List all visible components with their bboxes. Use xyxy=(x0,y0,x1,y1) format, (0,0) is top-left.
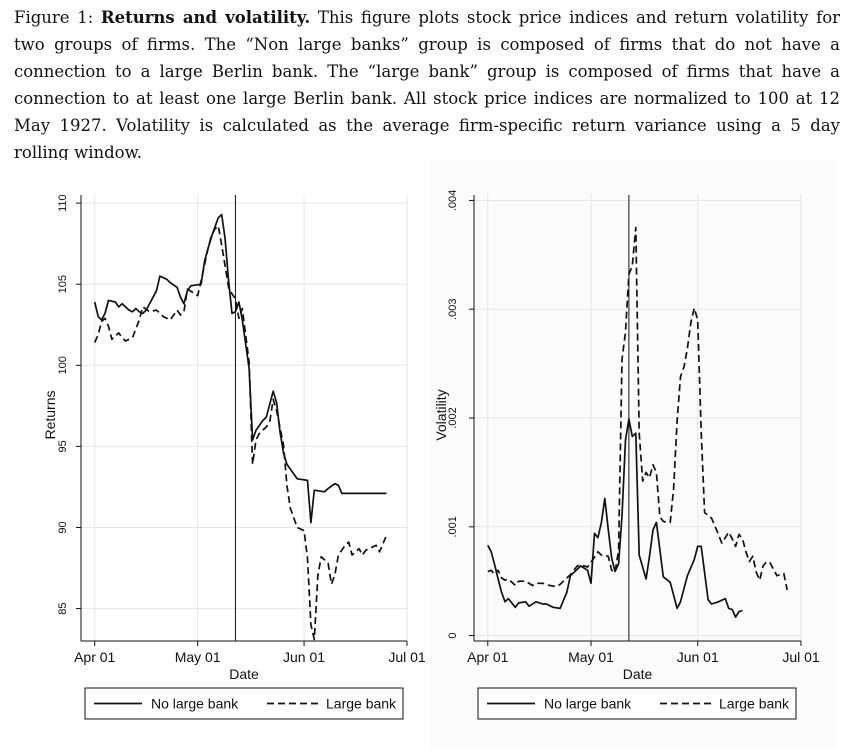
returns-series-large-bank-line xyxy=(93,224,388,641)
returns-y-tick-label: 90 xyxy=(57,521,69,533)
returns-y-tick-label: 95 xyxy=(57,440,69,452)
returns-y-tick-label: 85 xyxy=(57,602,69,614)
volatility-chart: 0 .001 .002 .003 .004 Apr 01 May 01 Jun 01 Jul 0… xyxy=(433,190,820,720)
volatility-y-axis-title: Volatility xyxy=(433,389,449,440)
volatility-y-tick-label: .004 xyxy=(447,190,459,211)
volatility-y-tick-label: .003 xyxy=(447,299,459,320)
returns-x-tick-label: Apr 01 xyxy=(74,649,115,665)
returns-x-tick-label: Jul 01 xyxy=(388,649,426,665)
returns-legend-label-no-large-bank: No large bank xyxy=(151,696,239,712)
volatility-y-tick-label: .001 xyxy=(447,516,459,537)
figure-title: Returns and volatility. xyxy=(100,8,311,27)
returns-x-tick-label: May 01 xyxy=(175,649,221,665)
returns-chart: 85 90 95 100 105 110 Apr 01 May 01 Jun 01 Jul 01 D… xyxy=(42,194,426,720)
returns-legend-label-large-bank: Large bank xyxy=(326,696,397,712)
volatility-legend-label-no-large-bank: No large bank xyxy=(544,696,632,712)
volatility-legend-label-large-bank: Large bank xyxy=(719,696,790,712)
figure-description: This figure plots stock price indices an… xyxy=(14,8,841,162)
volatility-y-tick-label: 0 xyxy=(447,632,459,638)
returns-x-tick-label: Jun 01 xyxy=(283,649,325,665)
volatility-y-tick-label: .002 xyxy=(447,407,459,428)
volatility-series-no-large-bank-line xyxy=(487,418,743,618)
returns-series-no-large-bank-line xyxy=(93,213,387,524)
volatility-x-tick-label: Jul 01 xyxy=(782,649,820,665)
returns-y-tick-label: 105 xyxy=(57,275,69,293)
volatility-legend: No large bank Large bank xyxy=(477,687,797,720)
returns-legend: No large bank Large bank xyxy=(84,687,404,720)
volatility-series-large-bank-line xyxy=(487,226,789,591)
volatility-x-tick-label: May 01 xyxy=(568,649,614,665)
volatility-x-axis-title: Date xyxy=(623,666,653,682)
volatility-chart-panel: 0 .001 .002 .003 .004 Apr 01 May 01 Jun 01 Jul 0… xyxy=(430,160,836,747)
returns-y-axis-title: Returns xyxy=(42,390,58,439)
volatility-x-tick-label: Apr 01 xyxy=(467,649,508,665)
returns-x-axis-title: Date xyxy=(229,666,259,682)
returns-y-tick-label: 110 xyxy=(57,194,69,212)
figure-caption: Figure 1: Returns and volatility. This f… xyxy=(14,4,840,166)
figure-label: Figure 1: xyxy=(14,8,94,27)
volatility-x-tick-label: Jun 01 xyxy=(677,649,719,665)
returns-y-tick-label: 100 xyxy=(57,356,69,374)
returns-chart-panel: 85 90 95 100 105 110 Apr 01 May 01 Jun 01 Jul 01 D… xyxy=(4,160,428,747)
